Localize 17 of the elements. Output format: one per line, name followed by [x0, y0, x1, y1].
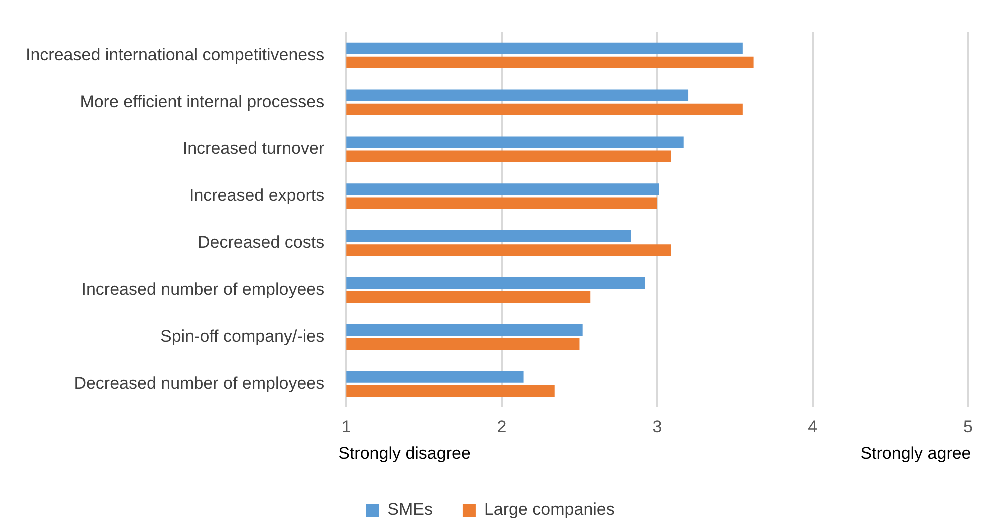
x-tick-label: 3 [652, 417, 662, 436]
text: Strongly disagree [338, 444, 471, 463]
y-tick-label: Increased exports [189, 186, 325, 206]
y-tick-label: Decreased costs [198, 233, 325, 252]
x-tick-label: 1 [342, 417, 352, 436]
y-tick-label: Spin-off company/-ies [160, 326, 325, 346]
x-tick-label: 2 [497, 417, 507, 436]
legend-label: Large companies [484, 500, 615, 520]
legend-label: SMEs [388, 500, 433, 520]
y-tick-label: Increased number of employees [82, 280, 325, 299]
y-tick-label: More efficient internal processes [80, 92, 325, 112]
y-tick-label: Increased international competitiveness [26, 45, 325, 64]
text: Strongly agree [860, 444, 972, 463]
y-tick-label: Decreased number of employees [74, 374, 325, 393]
x-tick-label: 4 [808, 417, 818, 436]
y-tick-label: Increased turnover [182, 139, 325, 158]
x-tick-label: 5 [964, 417, 974, 436]
